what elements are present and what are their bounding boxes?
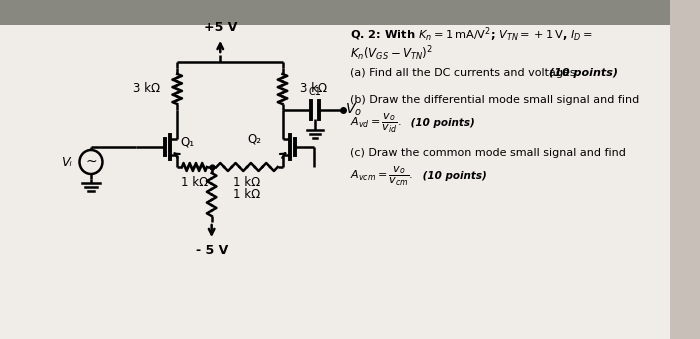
Text: +5 V: +5 V xyxy=(204,21,237,34)
Text: (c) Draw the common mode small signal and find: (c) Draw the common mode small signal an… xyxy=(349,148,625,158)
Text: 1 kΩ: 1 kΩ xyxy=(181,176,208,189)
Text: (b) Draw the differential mode small signal and find: (b) Draw the differential mode small sig… xyxy=(349,95,639,105)
Text: $A_{vcm} = \dfrac{v_o}{v_{cm}}$.: $A_{vcm} = \dfrac{v_o}{v_{cm}}$. xyxy=(349,165,413,188)
Text: - 5 V: - 5 V xyxy=(195,244,228,257)
Text: C1: C1 xyxy=(309,87,321,97)
Text: Q₂: Q₂ xyxy=(247,133,261,145)
Text: ~: ~ xyxy=(85,155,97,169)
Text: Q₁: Q₁ xyxy=(180,136,194,148)
Text: (10 points): (10 points) xyxy=(549,68,617,78)
Text: (10 points): (10 points) xyxy=(407,118,475,128)
Text: 3 kΩ: 3 kΩ xyxy=(133,82,160,96)
Text: Q. 2: With $K_n = 1\,\mathrm{mA/V^2}$; $V_{TN} = +1\,\mathrm{V}$, $I_D =$: Q. 2: With $K_n = 1\,\mathrm{mA/V^2}$; $… xyxy=(349,25,592,44)
Text: $K_n(V_{GS} - V_{TN})^2$: $K_n(V_{GS} - V_{TN})^2$ xyxy=(349,44,433,63)
Text: 3 kΩ: 3 kΩ xyxy=(300,82,327,96)
Text: $A_{vd} = \dfrac{v_o}{v_{id}}$.: $A_{vd} = \dfrac{v_o}{v_{id}}$. xyxy=(349,112,401,135)
Text: (10 points): (10 points) xyxy=(419,171,486,181)
FancyBboxPatch shape xyxy=(0,18,671,339)
Text: $V_o$: $V_o$ xyxy=(345,102,362,118)
Text: Vᵢ: Vᵢ xyxy=(61,156,72,168)
FancyBboxPatch shape xyxy=(0,0,671,25)
Text: (a) Find all the DC currents and voltages.: (a) Find all the DC currents and voltage… xyxy=(349,68,582,78)
Text: 1 kΩ: 1 kΩ xyxy=(234,176,260,189)
Text: 1 kΩ: 1 kΩ xyxy=(232,188,260,201)
